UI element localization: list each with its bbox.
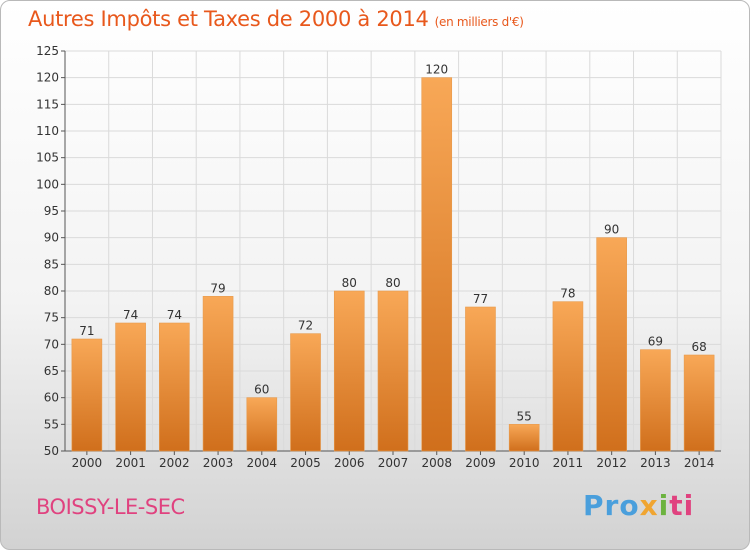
logo-part-3: i (658, 489, 670, 522)
bar (508, 424, 540, 452)
x-tick-label: 2003 (203, 456, 234, 470)
x-tick-label: 2013 (640, 456, 671, 470)
bar (596, 237, 627, 452)
value-label: 69 (648, 335, 663, 349)
bars (71, 77, 715, 452)
y-tick-label: 105 (36, 151, 59, 165)
value-label: 71 (79, 324, 94, 338)
x-tick-label: 2006 (334, 456, 365, 470)
y-tick-label: 80 (44, 284, 59, 298)
y-tick-label: 125 (36, 44, 59, 58)
value-label: 77 (473, 292, 488, 306)
value-label: 60 (254, 383, 269, 397)
bar (290, 333, 321, 452)
value-label: 72 (298, 319, 313, 333)
chart-unit: (en milliers d'€) (434, 15, 524, 29)
x-tick-label: 2000 (72, 456, 103, 470)
proxiti-logo[interactable]: Proxiti (583, 489, 694, 522)
value-label: 55 (517, 409, 532, 423)
y-tick-label: 100 (36, 177, 59, 191)
x-tick-label: 2002 (159, 456, 190, 470)
value-label: 74 (167, 308, 182, 322)
value-label: 68 (691, 340, 706, 354)
value-label: 80 (342, 276, 357, 290)
bar (115, 322, 146, 452)
x-tick-label: 2007 (378, 456, 409, 470)
y-tick-label: 75 (44, 311, 59, 325)
chart-title: Autres Impôts et Taxes de 2000 à 2014 (en… (28, 7, 524, 31)
y-tick-label: 50 (44, 444, 59, 458)
x-tick-label: 2001 (115, 456, 146, 470)
y-tick-label: 70 (44, 337, 59, 351)
value-label: 78 (560, 287, 575, 301)
y-tick-label: 55 (44, 417, 59, 431)
x-tick-label: 2012 (596, 456, 627, 470)
x-tick-label: 2004 (247, 456, 278, 470)
bar (683, 354, 715, 452)
value-label: 90 (604, 223, 619, 237)
bar (377, 290, 409, 452)
y-tick-label: 115 (36, 97, 59, 111)
value-label: 74 (123, 308, 138, 322)
bar (333, 290, 365, 452)
x-tick-label: 2011 (553, 456, 584, 470)
bar (159, 322, 190, 452)
bar (465, 306, 496, 452)
logo-part-4: ti (669, 489, 695, 522)
bar (421, 77, 453, 452)
y-tick-label: 110 (36, 124, 59, 138)
chart-title-text: Autres Impôts et Taxes de 2000 à 2014 (28, 7, 429, 31)
x-tick-label: 2009 (465, 456, 496, 470)
value-label: 79 (210, 281, 225, 295)
x-tick-label: 2014 (684, 456, 715, 470)
value-label: 120 (425, 63, 448, 77)
x-tick-label: 2005 (290, 456, 321, 470)
logo-part-1: Pro (583, 489, 640, 522)
y-tick-label: 65 (44, 364, 59, 378)
value-label: 80 (385, 276, 400, 290)
bar (202, 296, 234, 452)
y-tick-label: 60 (44, 391, 59, 405)
labels: 50 55 60 65 70 75 80 85 90 95 100 105 110 115 120 125 71… (36, 44, 714, 470)
x-tick-label: 2010 (509, 456, 540, 470)
bar (246, 397, 278, 452)
bar (552, 301, 584, 452)
y-tick-label: 95 (44, 204, 59, 218)
x-tick-label: 2008 (421, 456, 452, 470)
y-tick-label: 120 (36, 71, 59, 85)
y-tick-label: 90 (44, 231, 59, 245)
city-name: BOISSY-LE-SEC (36, 495, 185, 519)
bar (640, 349, 671, 452)
logo-part-2: x (639, 489, 659, 522)
bar (71, 338, 103, 452)
y-tick-label: 85 (44, 257, 59, 271)
